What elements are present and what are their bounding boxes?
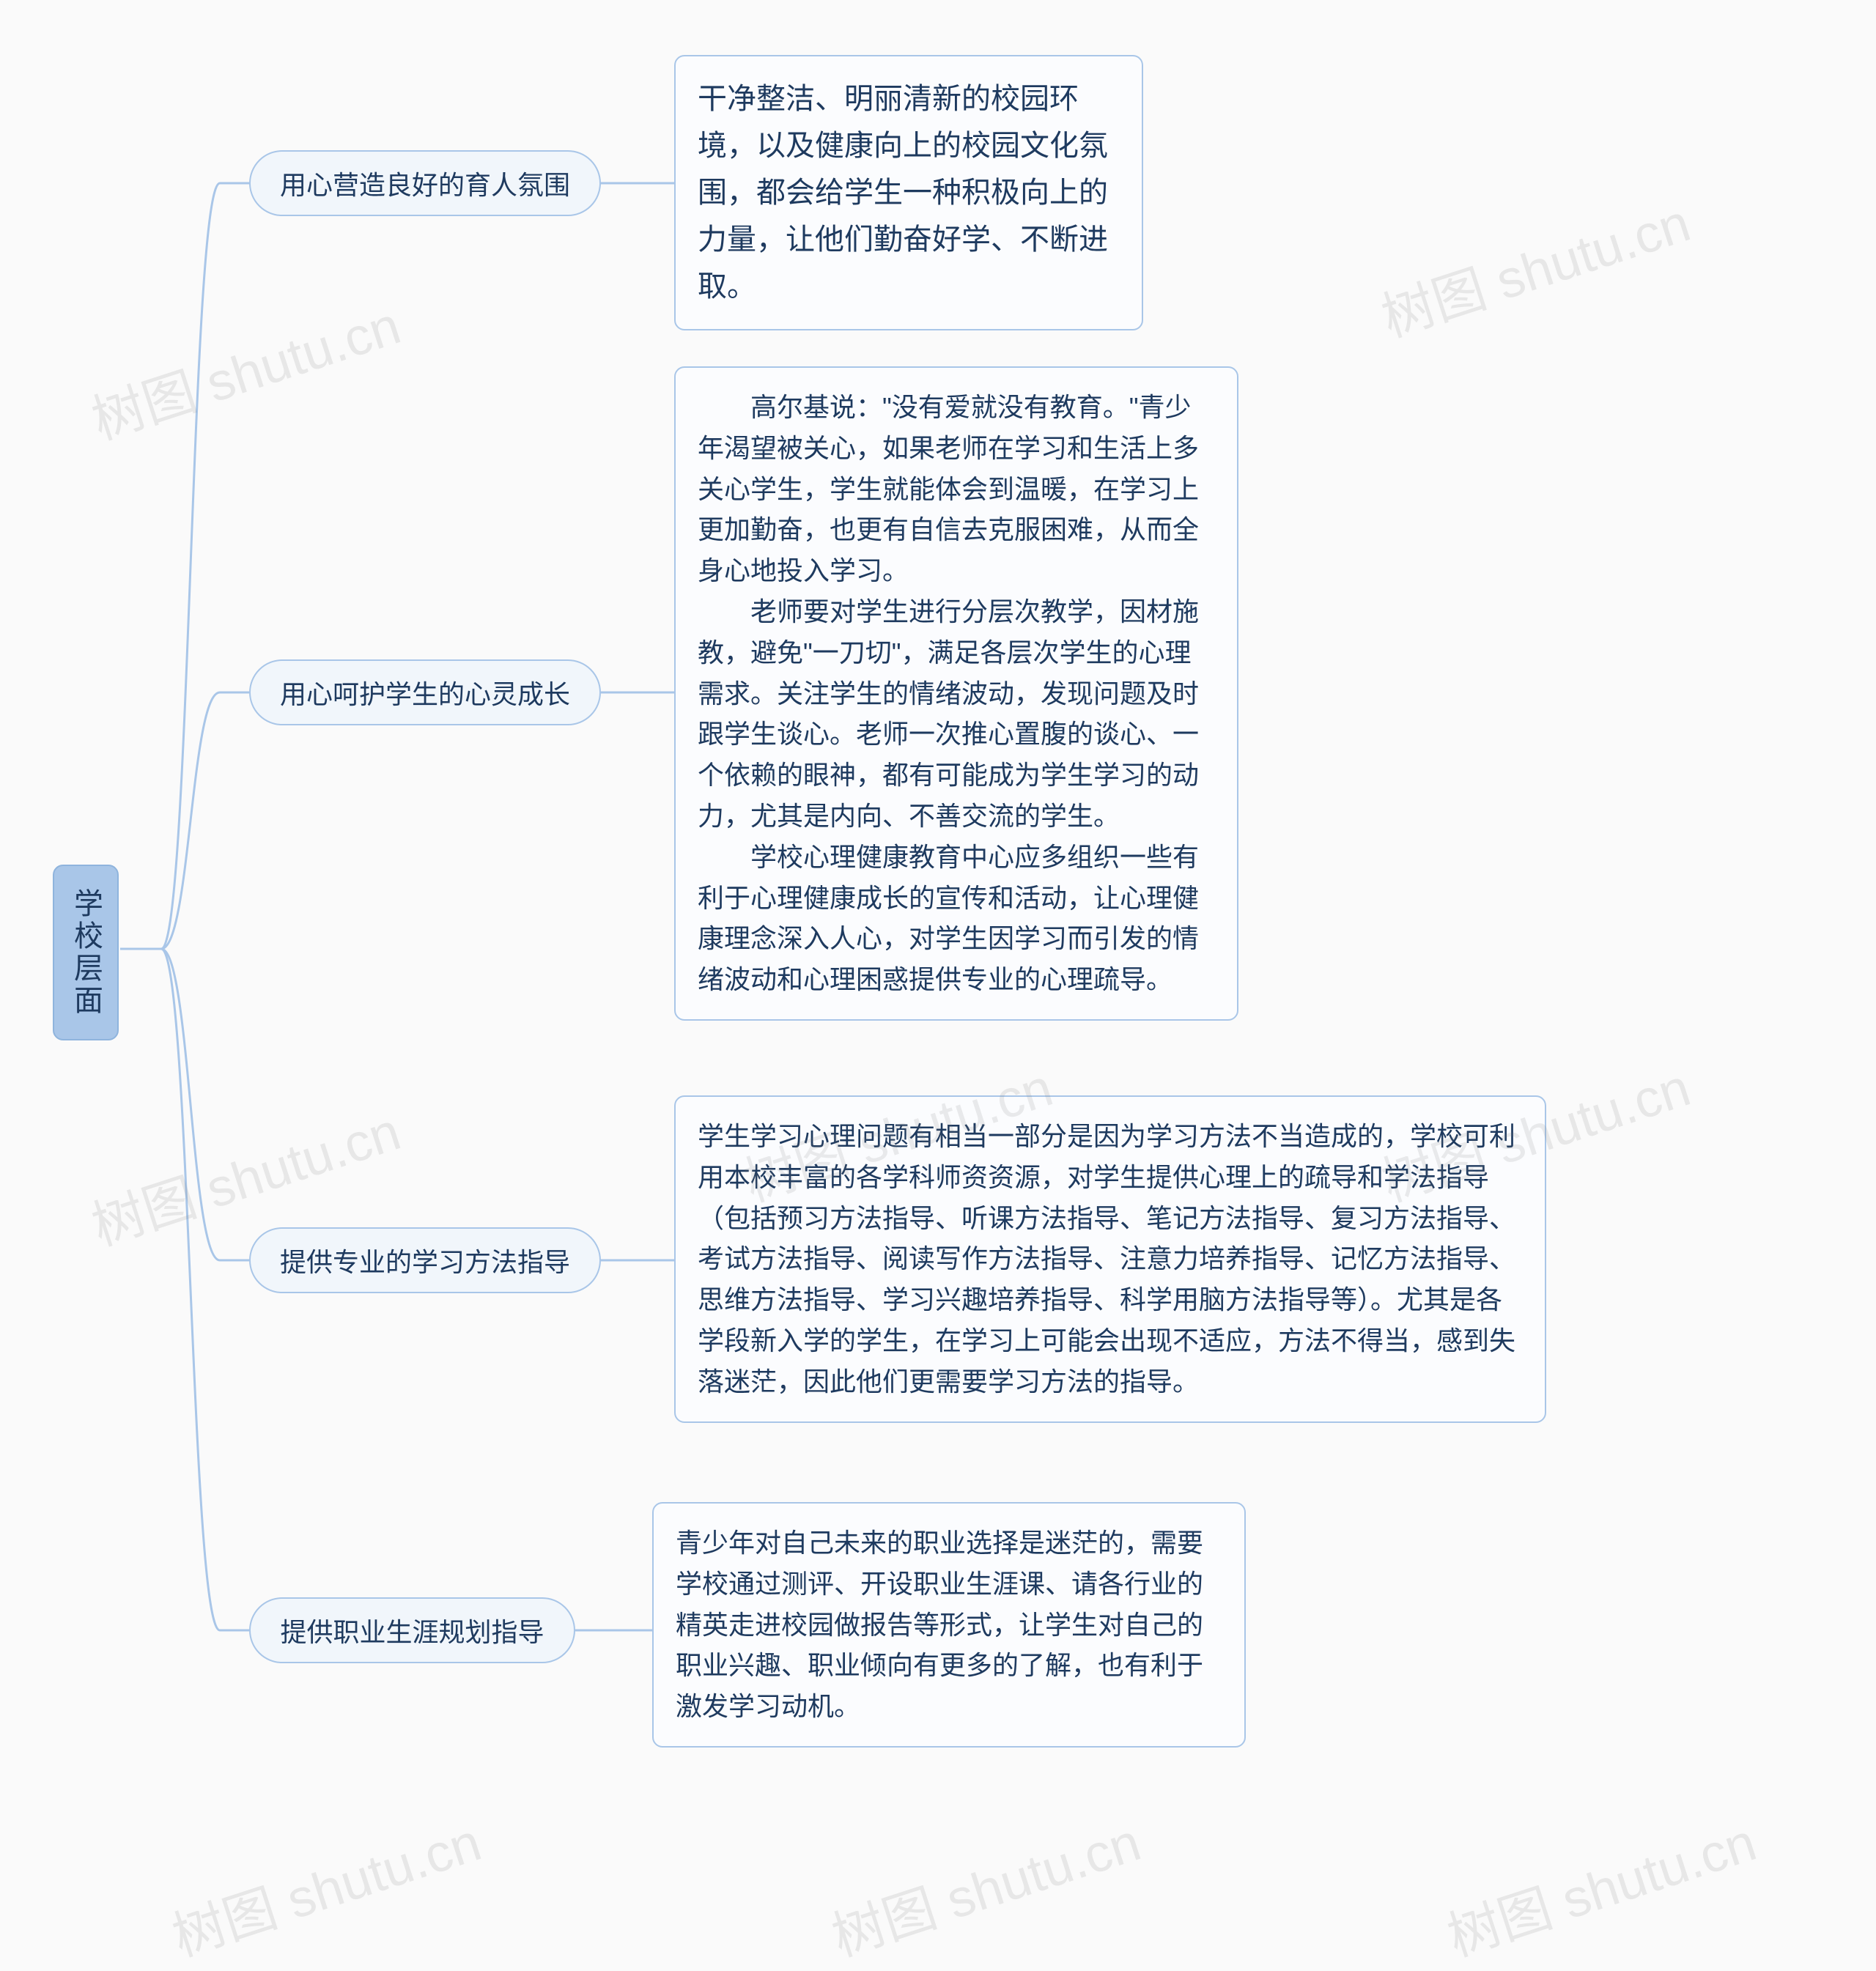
mindmap-canvas: 学校层面 用心营造良好的育人氛围 干净整洁、明丽清新的校园环境，以及健康向上的校… [0,0,1876,1908]
watermark: 树图 shutu.cn [1370,180,1698,352]
branch-node-3[interactable]: 提供专业的学习方法指导 [249,1227,601,1293]
leaf-node-3[interactable]: 学生学习心理问题有相当一部分是因为学习方法不当造成的，学校可利用本校丰富的各学科… [674,1095,1546,1423]
leaf-2-para-2: 老师要对学生进行分层次教学，因材施教，避免"一刀切"，满足各层次学生的心理需求。… [698,591,1215,837]
connector [120,183,249,949]
leaf-2-para-1: 高尔基说："没有爱就没有教育。"青少年渴望被关心，如果老师在学习和生活上多关心学… [698,387,1215,591]
branch-node-2[interactable]: 用心呵护学生的心灵成长 [249,659,601,725]
connector [120,949,249,1260]
branch-node-4[interactable]: 提供职业生涯规划指导 [249,1597,575,1663]
leaf-2-para-3: 学校心理健康教育中心应多组织一些有利于心理健康成长的宣传和活动，让心理健康理念深… [698,837,1215,1000]
branch-node-1[interactable]: 用心营造良好的育人氛围 [249,150,601,216]
connector [120,692,249,949]
connector [120,949,249,1630]
leaf-node-2[interactable]: 高尔基说："没有爱就没有教育。"青少年渴望被关心，如果老师在学习和生活上多关心学… [674,366,1238,1021]
watermark: 树图 shutu.cn [821,1799,1148,1971]
watermark: 树图 shutu.cn [1436,1799,1764,1971]
leaf-node-1[interactable]: 干净整洁、明丽清新的校园环境，以及健康向上的校园文化氛围，都会给学生一种积极向上… [674,55,1143,330]
watermark: 树图 shutu.cn [161,1799,489,1971]
leaf-node-4[interactable]: 青少年对自己未来的职业选择是迷茫的，需要学校通过测评、开设职业生涯课、请各行业的… [652,1502,1246,1748]
root-node[interactable]: 学校层面 [53,865,119,1040]
watermark: 树图 shutu.cn [81,282,408,454]
